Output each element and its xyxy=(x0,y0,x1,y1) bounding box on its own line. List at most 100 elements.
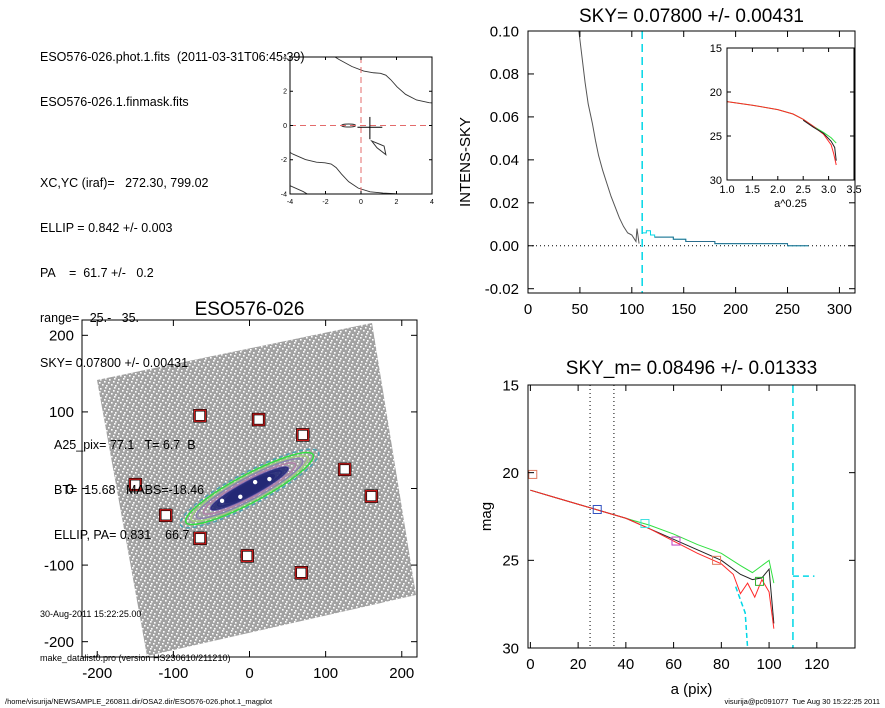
sky-profile-ylabel: INTENS-SKY xyxy=(457,117,474,207)
contour-y-tick-label: -2 xyxy=(281,157,287,164)
inset-y-tick-label: 15 xyxy=(710,43,722,55)
image-x-tick-label: 100 xyxy=(313,665,338,682)
image-x-tick-label: -100 xyxy=(158,665,188,682)
mag-profile-frame xyxy=(527,384,856,649)
inset-series xyxy=(726,101,837,166)
mag-profile-series xyxy=(530,489,775,629)
image-x-tick-label: 200 xyxy=(389,665,414,682)
inset-frame xyxy=(726,47,855,181)
ellip-pa-line: ELLIP, PA= 0.831 66.7 xyxy=(54,528,190,542)
galaxy-image-title: ESO576-026 xyxy=(195,299,305,320)
contour-y-tick-label: -4 xyxy=(281,191,287,198)
contour-line xyxy=(431,57,432,58)
galaxy-isophote xyxy=(179,448,320,529)
contour-y-tick-label: 0 xyxy=(283,123,287,130)
mask-box-outline xyxy=(337,462,352,477)
mask-box-outline xyxy=(364,489,379,503)
mag-x-tick-label: 60 xyxy=(665,656,682,673)
galaxy-isophote xyxy=(202,462,297,515)
sky-y-tick-label: 0.02 xyxy=(490,195,519,212)
sky-line: SKY= 0.07800 +/- 0.00431 xyxy=(40,356,189,370)
galaxy-group xyxy=(179,448,320,529)
mask-box xyxy=(193,409,207,422)
contour-x-tick-label: -4 xyxy=(287,199,293,206)
sky-profile-series xyxy=(654,236,809,247)
image-x-tick-label: 0 xyxy=(245,665,253,682)
contour-x-tick-label: 0 xyxy=(359,199,363,206)
a25-line: A25_pix= 77.1 T= 6.7 B xyxy=(54,438,196,452)
image-y-tick-label: -200 xyxy=(44,634,74,651)
sky-profile-title: SKY= 0.07800 +/- 0.00431 xyxy=(579,6,804,27)
file-line: ESO576-026.phot.1.fits (2011-03-31T06:45… xyxy=(40,50,305,64)
mag-y-tick-label: 20 xyxy=(502,465,519,482)
sky-x-tick-label: 250 xyxy=(775,301,800,318)
mask-box xyxy=(365,490,378,503)
inset-x-tick-label: 1.5 xyxy=(745,184,760,196)
mag-profile-title: SKY_m= 0.08496 +/- 0.01333 xyxy=(566,358,817,379)
sky-x-tick-label: 0 xyxy=(524,301,532,318)
mag-y-tick-label: 15 xyxy=(502,377,519,394)
contour-x-tick-label: 2 xyxy=(395,199,399,206)
contour-line xyxy=(290,151,399,194)
sky-profile-frame xyxy=(527,30,856,294)
mag-y-tick-label: 25 xyxy=(502,553,519,570)
inset-x-tick-label: 1.0 xyxy=(719,184,734,196)
sky-profile-series xyxy=(578,30,640,244)
mag-x-tick-label: 120 xyxy=(804,656,829,673)
mag-profile-ylabel: mag xyxy=(478,502,495,531)
program-line: make_datalist0.pro (version HS230610/211… xyxy=(40,653,231,663)
mag-marker xyxy=(712,555,722,565)
inset-series xyxy=(802,119,837,161)
contour-x-tick-label: -2 xyxy=(322,199,328,206)
inset-x-tick-label: 3.0 xyxy=(821,184,836,196)
mask-box xyxy=(159,509,172,522)
image-x-tick-label: -200 xyxy=(82,665,112,682)
mag-y-tick-label: 30 xyxy=(502,640,519,657)
sky-y-tick-label: 0.00 xyxy=(490,238,519,255)
inset-x-tick-label: 3.5 xyxy=(846,184,861,196)
inset-xlabel: a^0.25 xyxy=(774,198,807,210)
galaxy-masked-star xyxy=(219,498,225,504)
mag-x-tick-label: 20 xyxy=(570,656,587,673)
mag-profile-series xyxy=(530,489,775,624)
inset-x-tick-label: 2.0 xyxy=(770,184,785,196)
mask-box xyxy=(295,566,308,579)
date-line: 30-Aug-2011 15:22:25.00 xyxy=(40,609,142,619)
inset-background xyxy=(727,48,854,180)
sky-x-tick-label: 100 xyxy=(619,301,644,318)
ellip-line: ELLIP = 0.842 +/- 0.003 xyxy=(40,221,173,235)
mag-profile-series xyxy=(530,489,775,584)
footer-stamp: visurija@pc091077 Tue Aug 30 15:22:25 20… xyxy=(724,697,880,706)
mask-box xyxy=(252,413,265,426)
galaxy-isophote xyxy=(195,457,304,520)
mask-box xyxy=(129,478,142,491)
sky-x-tick-label: 300 xyxy=(827,301,852,318)
sky-y-tick-label: -0.02 xyxy=(485,281,519,298)
contour-island xyxy=(370,139,387,156)
bt-line: BT= 15.68 MABS=-18.46 xyxy=(54,483,205,497)
mag-x-tick-label: 100 xyxy=(757,656,782,673)
mag-marker xyxy=(671,536,681,546)
mag-x-tick-label: 40 xyxy=(618,656,635,673)
image-y-tick-label: 0 xyxy=(66,481,74,498)
galaxy-masked-star xyxy=(267,476,272,482)
mask-line: ESO576-026.1.finmask.fits xyxy=(40,95,189,109)
sky-y-tick-label: 0.10 xyxy=(490,23,519,40)
xcyc-line: XC,YC (iraf)= 272.30, 799.02 xyxy=(40,176,209,190)
header-info-block: ESO576-026.phot.1.fits (2011-03-31T06:45… xyxy=(40,20,305,680)
mask-box xyxy=(296,428,309,442)
contour-x-tick-label: 4 xyxy=(430,199,434,206)
sky-y-tick-label: 0.04 xyxy=(490,152,519,169)
sky-y-tick-label: 0.08 xyxy=(490,66,519,83)
inset-x-tick-label: 2.5 xyxy=(796,184,811,196)
mask-box xyxy=(241,549,254,563)
mag-profile-series xyxy=(734,586,749,649)
mask-box xyxy=(338,463,351,476)
pa-line: PA = 61.7 +/- 0.2 xyxy=(40,266,154,280)
mag-marker xyxy=(640,519,650,529)
contour-y-tick-label: 2 xyxy=(283,89,287,96)
range-line: range= 25.- 35. xyxy=(40,311,140,325)
contour-line xyxy=(334,57,432,104)
galaxy-isophote xyxy=(190,455,309,522)
mag-marker xyxy=(592,504,602,514)
